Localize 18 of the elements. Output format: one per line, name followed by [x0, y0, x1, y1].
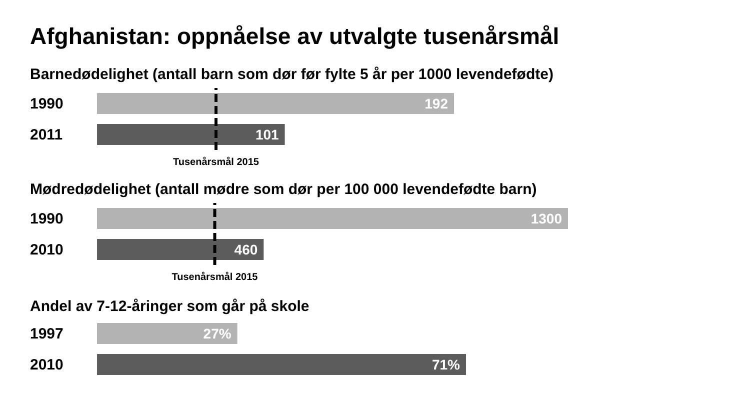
data-label: 192 [424, 96, 448, 112]
chart-title: Mødredødelighet (antall mødre som dør per 100 000 levendefødte barn) [30, 180, 537, 200]
y-tick-label: 1990 [30, 210, 64, 228]
data-label: 1300 [530, 210, 562, 226]
chart-subtitle: Barnedødelighet (antall barn som dør før fylte 5 år per 1000 levendefødte) [30, 65, 554, 85]
y-tick-label: 2011 [30, 126, 63, 144]
ref-line-label: Tusenårsmål 2015 [172, 271, 258, 283]
ref-line-label: Tusenårsmål 2015 [173, 156, 260, 168]
chart-title: Afghanistan: oppnåelse av utvalgte tusenårsmål [30, 22, 560, 50]
data-label: 101 [255, 126, 280, 142]
y-tick-label: 1997 [30, 326, 64, 342]
y-tick-label: 2010 [30, 356, 64, 374]
y-tick-label: 2010 [30, 242, 64, 258]
data-label: 460 [234, 242, 258, 258]
y-tick-label: 1990 [30, 96, 64, 112]
data-label: 71% [432, 356, 461, 372]
data-label: 27% [203, 326, 232, 342]
chart-title: Andel av 7-12-åringer som går på skole [30, 297, 310, 317]
